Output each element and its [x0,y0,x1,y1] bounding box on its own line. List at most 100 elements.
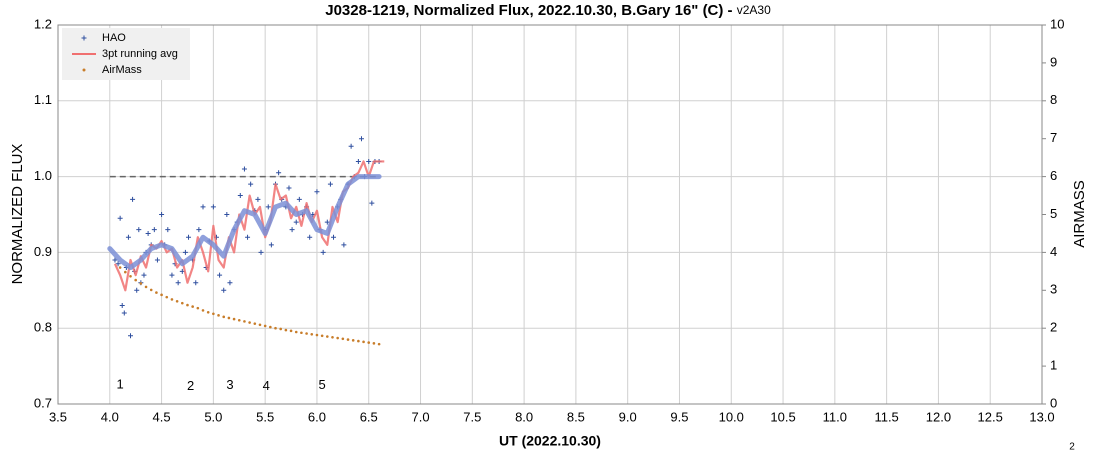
hao-point [196,227,202,233]
y-tick-label: 0.9 [34,244,52,259]
y-tick-label: 0.7 [34,395,52,410]
hao-point [151,227,157,233]
hao-point [210,204,216,210]
legend-label: 3pt running avg [102,48,178,60]
airmass-point [341,337,345,341]
legend-swatch [81,35,87,41]
hao-point [136,227,142,233]
hao-point [121,310,127,316]
x-tick-label: 11.5 [874,409,898,424]
hao-point [237,193,243,199]
hao-point [245,234,251,240]
hao-point [217,272,223,278]
airmass-point [315,333,319,337]
airmass-point [305,332,308,335]
hao-point [276,170,282,176]
hao-point [327,181,333,187]
airmass-point [237,318,241,322]
airmass-point [165,295,169,299]
airmass-point [217,314,220,317]
hao-point [286,185,292,191]
airmass-point [367,341,371,344]
fit-curve [107,174,382,271]
y2-axis-label: AIRMASS [1071,180,1088,248]
chart-title: J0328-1219, Normalized Flux, 2022.10.30,… [325,2,771,19]
plot-frame [57,24,1043,405]
airmass-point [243,320,246,323]
x-tick-label: 6.0 [308,409,326,424]
y-tick-label: 1.0 [34,168,52,183]
hao-point [169,272,175,278]
hao-point [265,204,271,210]
airmass-point [258,323,262,327]
hao-point [175,280,181,286]
airmass-point [160,293,163,297]
hao-point [258,249,264,255]
hao-point [268,242,274,248]
hao-point [154,257,160,263]
hao-point [128,333,134,339]
hao-point [369,200,375,206]
hao-point [141,272,147,278]
x-tick-label: 6.5 [360,409,378,424]
airmass-point [139,282,143,285]
hao-point [221,287,227,293]
airmass-point [222,315,226,319]
legend-label: HAO [102,32,126,44]
airmass-point [357,339,360,343]
title-main: J0328-1219, Normalized Flux, 2022.10.30,… [325,2,732,19]
airmass-point [331,335,334,339]
annotation: 3 [226,377,233,392]
x-tick-label: 4.0 [101,409,119,424]
airmass-point [186,303,189,307]
legend-swatch [82,68,86,72]
airmass-point [284,328,288,332]
annotation: 1 [117,376,124,391]
airmass-point [289,329,293,333]
y2-tick-label: 8 [1050,92,1057,107]
y2-tick-label: 0 [1050,395,1057,410]
x-tick-label: 5.0 [204,409,222,424]
annotation: 4 [263,378,270,393]
airmass-point [155,291,158,294]
title-version: v2A30 [737,3,771,17]
airmass-point [170,298,174,301]
airmass-point [129,274,132,278]
airmass-point [362,340,365,344]
x-tick-label: 7.5 [463,409,481,424]
x-tick-label: 4.5 [153,409,171,424]
hao-point [119,302,125,308]
legend-label: AirMass [102,64,142,76]
airmass-point [124,270,127,274]
legend: HAO 3pt running avg AirMass [62,28,190,80]
airmass-point [310,332,314,336]
airmass-point [326,335,329,338]
x-tick-label: 11.0 [823,409,847,424]
airmass-point [351,339,355,342]
airmass-point [149,288,153,292]
x-tick-label: 12.0 [926,409,951,424]
y2-tick-label: 10 [1050,16,1064,31]
airmass-point [372,342,376,345]
hao-point [125,234,131,240]
x-tick-label: 10.5 [770,409,795,424]
x-tick-label: 9.5 [670,409,688,424]
airmass-point [134,278,137,282]
hao-point [341,242,347,248]
hao-point [293,219,299,225]
airmass-point [206,310,210,314]
hao-point [224,212,230,217]
hao-point [320,249,326,255]
airmass-point [274,326,277,330]
x-tick-label: 9.0 [619,409,637,424]
x-tick-label: 13.0 [1029,409,1054,424]
airmass-point [336,336,339,340]
airmass-point [180,301,184,305]
y-axis-label: NORMALIZED FLUX [9,144,26,285]
airmass-point [346,338,350,341]
x-tick-label: 8.5 [567,409,585,424]
y-tick-label: 0.8 [34,320,52,335]
x-tick-label: 5.5 [256,409,274,424]
hao-point [165,227,171,233]
